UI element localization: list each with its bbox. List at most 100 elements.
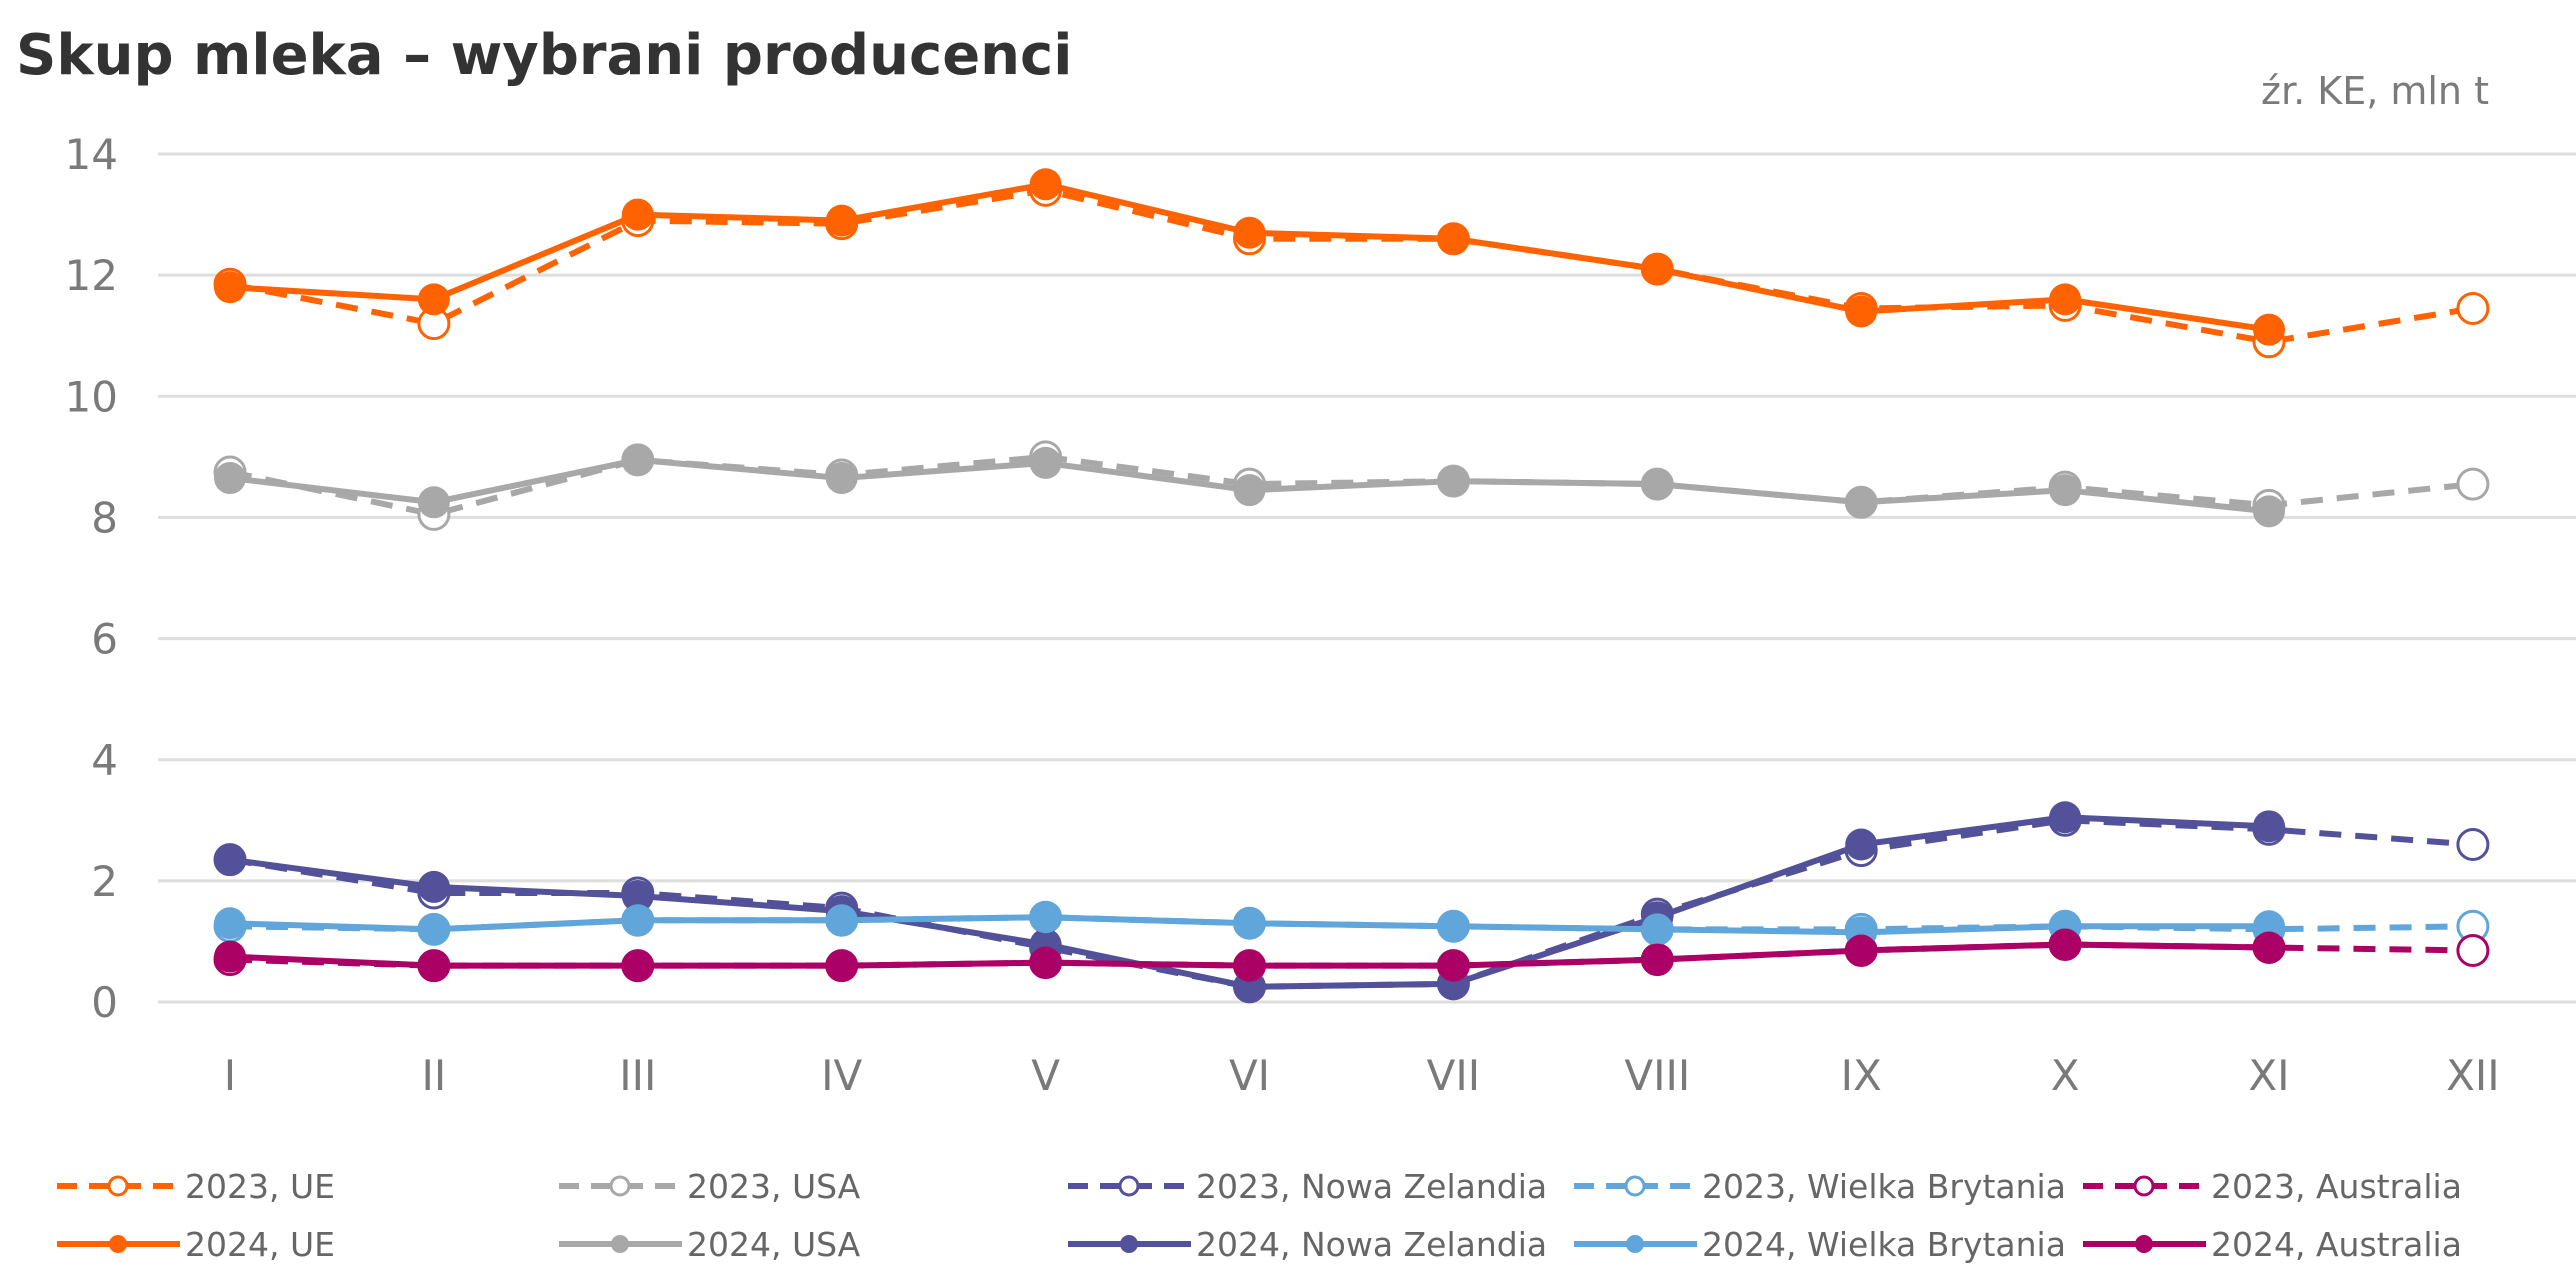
data-point: [1437, 910, 1470, 943]
data-point: [214, 843, 246, 876]
legend-item: 2023, Nowa Zelandia: [1068, 1167, 1547, 1206]
data-point: [825, 204, 858, 237]
legend-label: 2023, Wielka Brytania: [1702, 1167, 2066, 1206]
legend-item: 2024, USA: [559, 1225, 861, 1264]
legend-item: 2023, USA: [559, 1167, 861, 1206]
data-point: [2253, 313, 2285, 346]
series-2023-nowa-zelandia: [213, 803, 2490, 1004]
data-point: [214, 940, 246, 973]
series-2024-ue: [214, 168, 2285, 346]
data-point: [417, 486, 450, 519]
legend-marker: [107, 1175, 129, 1197]
data-point: [1845, 934, 1878, 967]
data-point: [1641, 468, 1674, 501]
data-point: [2049, 283, 2082, 316]
legend-label: 2023, Australia: [2211, 1167, 2462, 1206]
series-2023-ue: [213, 173, 2490, 359]
data-point: [214, 907, 246, 940]
x-tick-label: IX: [1841, 1051, 1882, 1100]
legend-marker: [109, 1235, 127, 1253]
x-tick-label: XI: [2248, 1051, 2289, 1100]
legend: 2023, UE 2023, USA 2023, Nowa Zelandia 2023…: [57, 1167, 2462, 1264]
data-point: [1641, 943, 1674, 976]
data-point: [1641, 913, 1674, 946]
y-tick-label: 0: [91, 978, 118, 1027]
data-point: [2253, 810, 2285, 843]
data-point: [1437, 465, 1470, 498]
legend-item: 2024, Nowa Zelandia: [1068, 1225, 1547, 1264]
series-2023-australia: [213, 927, 2490, 983]
x-tick-label: VIII: [1624, 1051, 1690, 1100]
x-tick-label: III: [619, 1051, 656, 1100]
data-point: [1845, 295, 1878, 328]
legend-item: 2024, Australia: [2083, 1225, 2462, 1264]
x-tick-label: XII: [2446, 1051, 2500, 1100]
y-tick-label: 12: [65, 251, 118, 300]
series-line: [229, 181, 2270, 333]
legend-marker: [2133, 1175, 2155, 1197]
y-tick-label: 2: [91, 857, 118, 906]
x-tick-label: II: [422, 1051, 447, 1100]
data-point: [2253, 495, 2285, 528]
legend-label: 2023, USA: [687, 1167, 861, 1206]
x-tick-label: IV: [821, 1051, 862, 1100]
legend-label: 2024, Australia: [2211, 1225, 2462, 1264]
chart-title: Skup mleka – wybrani producenci: [16, 23, 1072, 88]
data-point: [1029, 446, 1062, 479]
x-tick-label: I: [224, 1051, 236, 1100]
data-point: [2049, 801, 2082, 834]
legend-marker: [611, 1235, 629, 1253]
data-point: [417, 949, 450, 982]
legend-marker: [1118, 1175, 1140, 1197]
data-point: [621, 198, 654, 231]
data-point: [2456, 291, 2490, 325]
data-point: [1029, 946, 1062, 979]
data-point: [1029, 168, 1062, 201]
data-point: [2049, 474, 2082, 507]
series-line: [229, 453, 2474, 518]
data-point: [1233, 474, 1266, 507]
legend-marker: [1120, 1235, 1138, 1253]
x-axis-ticks: I II III IV V VI VII VIII IX X XI XII: [224, 1051, 2500, 1100]
data-point: [417, 870, 450, 903]
data-point: [1233, 949, 1266, 982]
data-point: [825, 949, 858, 982]
x-tick-label: VII: [1427, 1051, 1481, 1100]
data-point: [2456, 934, 2490, 968]
y-tick-label: 4: [91, 736, 118, 785]
x-tick-label: V: [1031, 1051, 1060, 1100]
y-tick-label: 10: [65, 372, 118, 421]
series-line: [229, 187, 2474, 345]
legend-label: 2024, UE: [185, 1225, 335, 1264]
y-tick-label: 6: [91, 615, 118, 664]
legend-marker: [1624, 1175, 1646, 1197]
legend-item: 2023, UE: [57, 1167, 335, 1206]
gridlines: [158, 152, 2576, 1004]
data-point: [1437, 222, 1470, 255]
data-point: [2456, 467, 2490, 501]
legend-marker: [2135, 1235, 2153, 1253]
legend-item: 2024, Wielka Brytania: [1574, 1225, 2066, 1264]
data-point: [621, 904, 654, 937]
legend-label: 2023, Nowa Zelandia: [1196, 1167, 1547, 1206]
data-point: [621, 880, 654, 912]
legend-label: 2024, USA: [687, 1225, 861, 1264]
legend-marker: [1626, 1235, 1644, 1253]
data-point: [1845, 828, 1878, 861]
data-point: [1029, 901, 1062, 934]
x-tick-label: X: [2051, 1051, 2080, 1100]
legend-label: 2024, Wielka Brytania: [1702, 1225, 2066, 1264]
y-tick-label: 8: [91, 493, 118, 542]
data-point: [621, 443, 654, 476]
data-point: [1233, 216, 1266, 249]
data-point: [1845, 486, 1878, 519]
series-2024-usa: [214, 443, 2285, 528]
y-axis-ticks: 0 2 4 6 8 10 12 14: [65, 130, 118, 1027]
data-point: [2049, 928, 2082, 961]
legend-item: 2024, UE: [57, 1225, 335, 1264]
data-point: [825, 462, 858, 495]
data-point: [1233, 907, 1266, 940]
data-point: [214, 462, 246, 495]
data-point: [2253, 931, 2285, 964]
